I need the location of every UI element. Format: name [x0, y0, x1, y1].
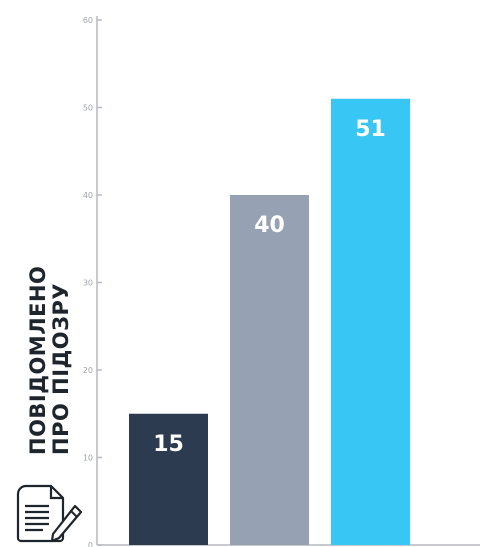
bar-value-label-3: 51	[355, 117, 386, 142]
y-tick-label: 10	[83, 454, 93, 463]
bar-value-label-2: 40	[254, 213, 285, 238]
y-axis-title: ПОВІДОМЛЕНО ПРО ПІДОЗРУ	[26, 266, 73, 455]
y-axis-title-line-2: ПРО ПІДОЗРУ	[49, 283, 73, 455]
y-tick-label: 30	[83, 279, 93, 288]
bars: 15 40 51	[129, 98, 410, 545]
y-tick-label: 50	[83, 104, 93, 113]
bar-1	[129, 413, 208, 545]
document-pen-icon	[16, 484, 83, 543]
y-tick-label: 20	[83, 366, 93, 375]
bar-2	[230, 195, 309, 545]
y-axis-title-line-1: ПОВІДОМЛЕНО	[26, 266, 50, 455]
y-tick-label: 0	[88, 541, 93, 547]
y-tick-label: 60	[83, 16, 93, 25]
y-tick-label: 40	[83, 191, 93, 200]
bar-value-label-1: 15	[153, 432, 184, 457]
bar-3	[331, 98, 410, 545]
